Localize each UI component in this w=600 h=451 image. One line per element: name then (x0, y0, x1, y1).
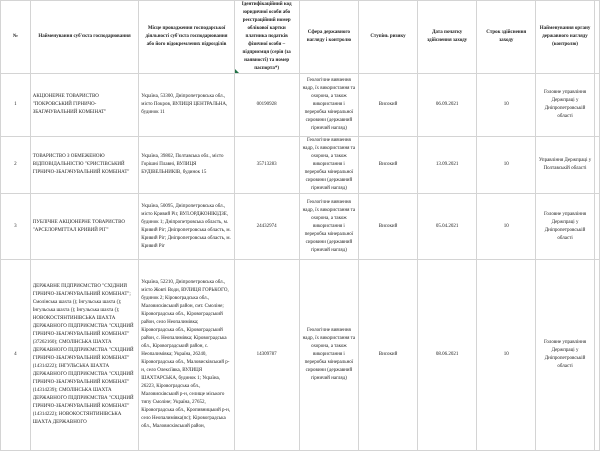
cell-risk[interactable]: Високий (358, 259, 418, 451)
cell-term[interactable]: 10 (476, 136, 537, 194)
cell-term[interactable]: 10 (476, 259, 537, 451)
header-place: Місце провадження господарської діяльнос… (138, 0, 235, 74)
header-name: Найменування суб'єкта господарювання (29, 0, 140, 74)
extra-cell (593, 73, 600, 137)
header-term: Строк здійснення заходу (476, 0, 537, 74)
cell-date[interactable]: 08.06.2021 (416, 259, 478, 451)
cell-authority[interactable]: Головне управління Держпраці у Дніпропет… (535, 73, 595, 137)
cell-place-text: Україна, 52210, Дніпропетровська обл., м… (141, 280, 231, 429)
cell-name[interactable]: ТОВАРИСТВО З ОБМЕЖЕНОЮ ВІДПОВІДАЛЬНІСТЮ … (29, 136, 140, 194)
extra-cell (593, 136, 600, 194)
cell-term[interactable]: 10 (476, 73, 537, 137)
header-sphere: Сфера державного нагляду і контролю (298, 0, 360, 74)
cell-num[interactable]: 1 (0, 73, 31, 137)
cell-term[interactable]: 10 (476, 193, 537, 260)
header-code: Ідентифікаційний код юридичної особи або… (233, 0, 300, 74)
cell-name[interactable]: ПУБЛІЧНЕ АКЦІОНЕРНЕ ТОВАРИСТВО "АРСЕЛОРМ… (29, 193, 140, 260)
table-row: 1 АКЦІОНЕРНЕ ТОВАРИСТВО "ПОКРОВСЬКИЙ ГІР… (0, 73, 600, 137)
cell-code[interactable]: 14309787 (233, 259, 300, 451)
cell-sphere[interactable]: Геологічне вивчення надр, їх використанн… (298, 136, 360, 194)
cell-risk[interactable]: Високий (358, 73, 418, 137)
cell-code[interactable]: 00190928 (233, 73, 300, 137)
cell-num[interactable]: 4 (0, 259, 31, 451)
cell-place[interactable]: Україна, 52210, Дніпропетровська обл., м… (138, 259, 235, 451)
cell-place[interactable]: Україна, 53300, Дніпропетровська обл., м… (138, 73, 235, 137)
cell-authority[interactable]: Головне управління Держпраці у Дніпропет… (535, 259, 595, 451)
cell-authority[interactable]: Управління Держпраці у Полтавській облас… (535, 136, 595, 194)
cell-risk[interactable]: Високий (358, 193, 418, 260)
table-row: 4 ДЕРЖАВНЕ ПІДПРИЄМСТВО "СХІДНИЙ ГІРНИЧО… (0, 259, 600, 451)
cell-name-text: ДЕРЖАВНЕ ПІДПРИЄМСТВО "СХІДНИЙ ГІРНИЧО-З… (32, 284, 134, 425)
cell-num[interactable]: 3 (0, 193, 31, 260)
cell-date[interactable]: 05.04.2021 (416, 193, 478, 260)
table-row: 2 ТОВАРИСТВО З ОБМЕЖЕНОЮ ВІДПОВІДАЛЬНІСТ… (0, 136, 600, 194)
header-row: № Найменування суб'єкта господарювання М… (0, 0, 600, 74)
cell-code[interactable]: 35713283 (233, 136, 300, 194)
cell-num[interactable]: 2 (0, 136, 31, 194)
extra-cell (593, 259, 600, 451)
cell-sphere[interactable]: Геологічне вивчення надр, їх використанн… (298, 73, 360, 137)
extra-cell (593, 193, 600, 260)
extra-column (593, 0, 600, 74)
cell-code[interactable]: 24432974 (233, 193, 300, 260)
cell-date[interactable]: 13.09.2021 (416, 136, 478, 194)
cell-name[interactable]: АКЦІОНЕРНЕ ТОВАРИСТВО "ПОКРОВСЬКИЙ ГІРНИ… (29, 73, 140, 137)
cell-sphere[interactable]: Геологічне вивчення надр, їх використанн… (298, 193, 360, 260)
cell-name[interactable]: ДЕРЖАВНЕ ПІДПРИЄМСТВО "СХІДНИЙ ГІРНИЧО-З… (29, 259, 140, 451)
cell-place[interactable]: Україна, 39802, Полтавська обл., місто Г… (138, 136, 235, 194)
cell-place[interactable]: Україна, 50095, Дніпропетровська обл., м… (138, 193, 235, 260)
cell-date[interactable]: 06.09.2021 (416, 73, 478, 137)
table-row: 3 ПУБЛІЧНЕ АКЦІОНЕРНЕ ТОВАРИСТВО "АРСЕЛО… (0, 193, 600, 260)
header-date: Дата початку здійснення заходу (416, 0, 478, 74)
cell-sphere[interactable]: Геологічне вивчення надр, їх використанн… (298, 259, 360, 451)
comment-indicator-icon (235, 69, 239, 73)
header-authority: Найменування органу державного нагляду (… (535, 0, 595, 74)
cell-authority[interactable]: Головне управління Держпраці у Дніпропет… (535, 193, 595, 260)
cell-risk[interactable]: Високий (358, 136, 418, 194)
header-num: № (0, 0, 31, 74)
header-risk: Ступінь ризику (358, 0, 418, 74)
